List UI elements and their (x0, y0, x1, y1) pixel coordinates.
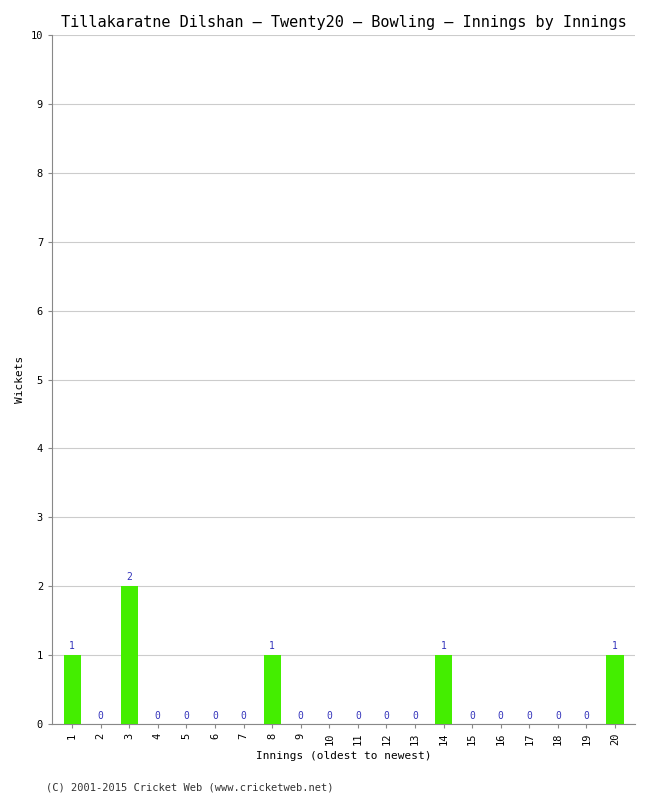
Text: 0: 0 (412, 711, 418, 721)
Y-axis label: Wickets: Wickets (15, 356, 25, 403)
Bar (64, 655, 81, 724)
Text: 0: 0 (298, 711, 304, 721)
Text: 0: 0 (469, 711, 475, 721)
Title: Tillakaratne Dilshan – Twenty20 – Bowling – Innings by Innings: Tillakaratne Dilshan – Twenty20 – Bowlin… (60, 15, 627, 30)
Text: 1: 1 (69, 641, 75, 651)
Text: 1: 1 (441, 641, 447, 651)
Text: 0: 0 (183, 711, 189, 721)
Text: 0: 0 (526, 711, 532, 721)
Text: 1: 1 (269, 641, 275, 651)
Text: 0: 0 (584, 711, 590, 721)
Bar (121, 586, 138, 724)
Text: 2: 2 (126, 572, 132, 582)
Text: 0: 0 (498, 711, 504, 721)
Text: 1: 1 (612, 641, 618, 651)
Text: 0: 0 (212, 711, 218, 721)
Text: 0: 0 (355, 711, 361, 721)
Bar (435, 655, 452, 724)
Text: 0: 0 (555, 711, 561, 721)
Text: 0: 0 (98, 711, 103, 721)
Bar (606, 655, 623, 724)
Text: 0: 0 (155, 711, 161, 721)
Text: (C) 2001-2015 Cricket Web (www.cricketweb.net): (C) 2001-2015 Cricket Web (www.cricketwe… (46, 782, 333, 792)
Text: 0: 0 (384, 711, 389, 721)
Text: 0: 0 (240, 711, 246, 721)
Text: 0: 0 (326, 711, 332, 721)
Bar (263, 655, 281, 724)
X-axis label: Innings (oldest to newest): Innings (oldest to newest) (256, 751, 432, 761)
